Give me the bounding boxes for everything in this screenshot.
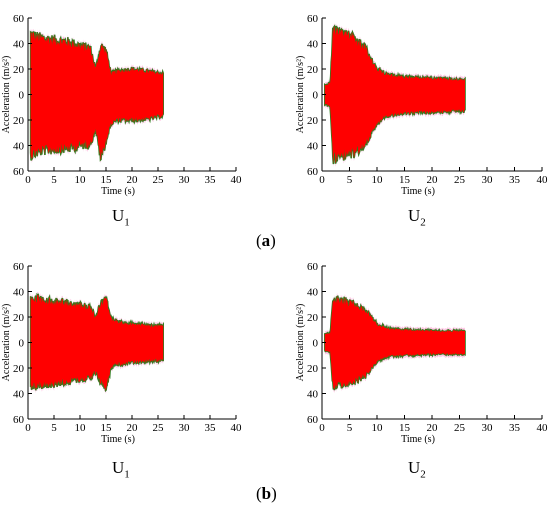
chart-b-u1: 0 5 10 15 20 25 30 35 40 60 40 20 0 20 40 60 Time (s) Acc… xyxy=(1,261,243,445)
caption-a-u1: U1 xyxy=(112,206,130,229)
y-tick-label: 40 xyxy=(13,389,25,401)
y-tick-label: 0 xyxy=(313,338,319,350)
y-tick-label: 20 xyxy=(307,115,319,127)
x-tick-label: 0 xyxy=(25,174,31,186)
y-tick-label: 0 xyxy=(19,90,25,102)
x-axis-label: Time (s) xyxy=(401,186,435,197)
x-tick-label: 15 xyxy=(399,174,411,186)
x-tick-label: 30 xyxy=(482,174,494,186)
y-tick-label: 60 xyxy=(13,13,25,25)
x-tick-label: 40 xyxy=(537,174,549,186)
x-tick-label: 30 xyxy=(179,174,191,186)
y-tick-label: 40 xyxy=(307,39,319,51)
y-tick-label: 20 xyxy=(13,363,25,375)
x-tick-label: 35 xyxy=(509,422,521,434)
x-tick-label: 20 xyxy=(127,174,139,186)
x-tick-label: 20 xyxy=(127,422,139,434)
x-tick-label: 0 xyxy=(319,422,325,434)
y-tick-label: 40 xyxy=(307,287,319,299)
x-tick-label: 10 xyxy=(372,174,384,186)
signal-fill xyxy=(324,295,465,391)
y-tick-label: 40 xyxy=(13,141,25,153)
x-tick-label: 5 xyxy=(51,422,57,434)
y-tick-label: 40 xyxy=(13,39,25,51)
y-tick-label: 60 xyxy=(307,261,319,273)
y-axis-label: Acceleration (m/s²) xyxy=(1,304,12,382)
x-tick-label: 40 xyxy=(537,422,549,434)
x-tick-label: 0 xyxy=(319,174,325,186)
x-tick-label: 15 xyxy=(101,174,113,186)
x-tick-label: 30 xyxy=(179,422,191,434)
y-tick-label: 20 xyxy=(13,312,25,324)
x-tick-label: 35 xyxy=(509,174,521,186)
chart-a-u2: 0 5 10 15 20 25 30 35 40 60 40 20 0 20 40 60 Time (s) Acc… xyxy=(295,13,549,197)
x-tick-label: 10 xyxy=(75,422,87,434)
x-tick-label: 25 xyxy=(454,174,466,186)
x-tick-label: 10 xyxy=(75,174,87,186)
caption-b-u1: U1 xyxy=(112,458,130,481)
signal-fill xyxy=(324,25,465,165)
x-tick-label: 40 xyxy=(231,174,243,186)
x-tick-label: 25 xyxy=(153,174,165,186)
x-tick-label: 5 xyxy=(51,174,57,186)
x-axis-label: Time (s) xyxy=(101,186,135,197)
y-tick-label: 0 xyxy=(19,338,25,350)
x-tick-label: 15 xyxy=(101,422,113,434)
y-axis-label: Acceleration (m/s²) xyxy=(295,304,306,382)
chart-b-u2: 0 5 10 15 20 25 30 35 40 60 40 20 0 20 40 60 Time (s) Acc… xyxy=(295,261,549,445)
y-tick-label: 40 xyxy=(13,287,25,299)
x-tick-label: 35 xyxy=(205,422,217,434)
y-tick-label: 60 xyxy=(307,414,319,426)
y-tick-label: 60 xyxy=(13,414,25,426)
x-tick-label: 20 xyxy=(427,422,439,434)
y-axis-label: Acceleration (m/s²) xyxy=(1,56,12,134)
y-tick-label: 0 xyxy=(313,90,319,102)
panel-label-b: (b) xyxy=(256,484,277,503)
x-axis-label: Time (s) xyxy=(101,434,135,445)
x-tick-label: 20 xyxy=(427,174,439,186)
y-tick-label: 40 xyxy=(307,389,319,401)
x-tick-label: 0 xyxy=(25,422,31,434)
x-tick-label: 35 xyxy=(205,174,217,186)
signal-fill xyxy=(30,31,164,161)
y-tick-label: 60 xyxy=(307,13,319,25)
y-tick-label: 20 xyxy=(307,312,319,324)
x-tick-label: 25 xyxy=(454,422,466,434)
caption-a-u2: U2 xyxy=(408,206,426,229)
y-tick-label: 60 xyxy=(307,166,319,178)
x-tick-label: 40 xyxy=(231,422,243,434)
x-tick-label: 5 xyxy=(347,174,353,186)
y-tick-label: 20 xyxy=(307,64,319,76)
y-tick-label: 60 xyxy=(13,166,25,178)
signal-fill xyxy=(30,294,164,391)
y-tick-label: 20 xyxy=(13,64,25,76)
y-axis-label: Acceleration (m/s²) xyxy=(295,56,306,134)
y-tick-label: 40 xyxy=(307,141,319,153)
x-axis-label: Time (s) xyxy=(401,434,435,445)
x-tick-label: 15 xyxy=(399,422,411,434)
y-tick-label: 20 xyxy=(13,115,25,127)
x-tick-label: 5 xyxy=(347,422,353,434)
panel-label-a: (a) xyxy=(256,231,276,250)
y-tick-label: 60 xyxy=(13,261,25,273)
chart-a-u1: 0 5 10 15 20 25 30 35 40 60 40 20 0 20 40 60 Time (s) Acc… xyxy=(1,13,243,197)
x-tick-label: 25 xyxy=(153,422,165,434)
x-tick-label: 30 xyxy=(482,422,494,434)
caption-b-u2: U2 xyxy=(408,458,426,481)
x-tick-label: 10 xyxy=(372,422,384,434)
y-tick-label: 20 xyxy=(307,363,319,375)
